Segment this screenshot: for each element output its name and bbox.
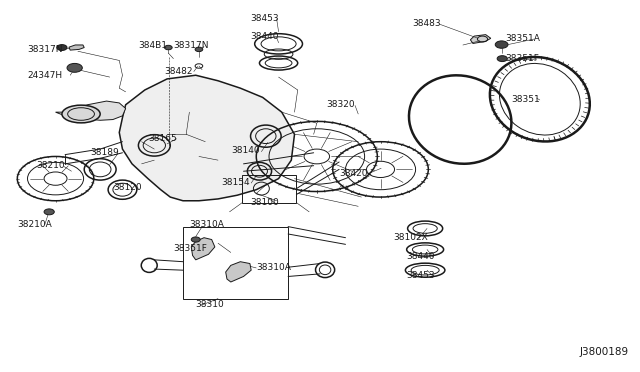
- Text: 38120: 38120: [113, 183, 141, 192]
- Text: 38351: 38351: [511, 95, 540, 104]
- Text: 38440: 38440: [406, 251, 435, 261]
- Bar: [243, 175, 296, 203]
- Text: 38420: 38420: [339, 169, 367, 177]
- Text: 38351F: 38351F: [505, 54, 539, 63]
- Circle shape: [497, 56, 508, 62]
- Text: 38165: 38165: [148, 134, 177, 142]
- Text: 38189: 38189: [91, 148, 119, 157]
- Text: J3800189: J3800189: [580, 347, 629, 357]
- Circle shape: [44, 209, 54, 215]
- Circle shape: [57, 45, 67, 51]
- Text: 38100: 38100: [250, 198, 278, 207]
- Text: 38310A: 38310A: [256, 263, 291, 272]
- Text: 38320: 38320: [326, 100, 355, 109]
- Text: 38351A: 38351A: [505, 34, 540, 43]
- Text: 38140: 38140: [231, 147, 259, 155]
- Polygon shape: [119, 75, 294, 201]
- Text: 38453: 38453: [406, 271, 435, 280]
- Text: 38351F: 38351F: [173, 244, 207, 253]
- Circle shape: [195, 47, 203, 52]
- Polygon shape: [69, 45, 84, 50]
- Ellipse shape: [62, 105, 100, 123]
- Text: 38317N: 38317N: [27, 45, 62, 54]
- Circle shape: [191, 237, 200, 242]
- Circle shape: [67, 63, 83, 72]
- Text: 38317N: 38317N: [173, 41, 209, 50]
- Polygon shape: [470, 35, 491, 44]
- Polygon shape: [226, 262, 251, 282]
- Text: 38310A: 38310A: [189, 220, 224, 229]
- Circle shape: [495, 41, 508, 48]
- Text: 38483: 38483: [412, 19, 441, 28]
- Polygon shape: [56, 101, 125, 120]
- Text: 24347H: 24347H: [27, 71, 62, 80]
- Text: 38154: 38154: [221, 178, 250, 187]
- Text: 38210A: 38210A: [17, 220, 52, 229]
- Text: 38440: 38440: [250, 32, 278, 41]
- Bar: [183, 227, 288, 299]
- Text: 38210: 38210: [36, 161, 65, 170]
- Text: 38310: 38310: [196, 300, 225, 310]
- Polygon shape: [191, 238, 215, 260]
- Text: 38102X: 38102X: [394, 233, 428, 242]
- Text: 38482: 38482: [164, 67, 193, 76]
- Text: 384B1: 384B1: [138, 41, 168, 50]
- Circle shape: [164, 45, 172, 50]
- Text: 38453: 38453: [250, 13, 278, 22]
